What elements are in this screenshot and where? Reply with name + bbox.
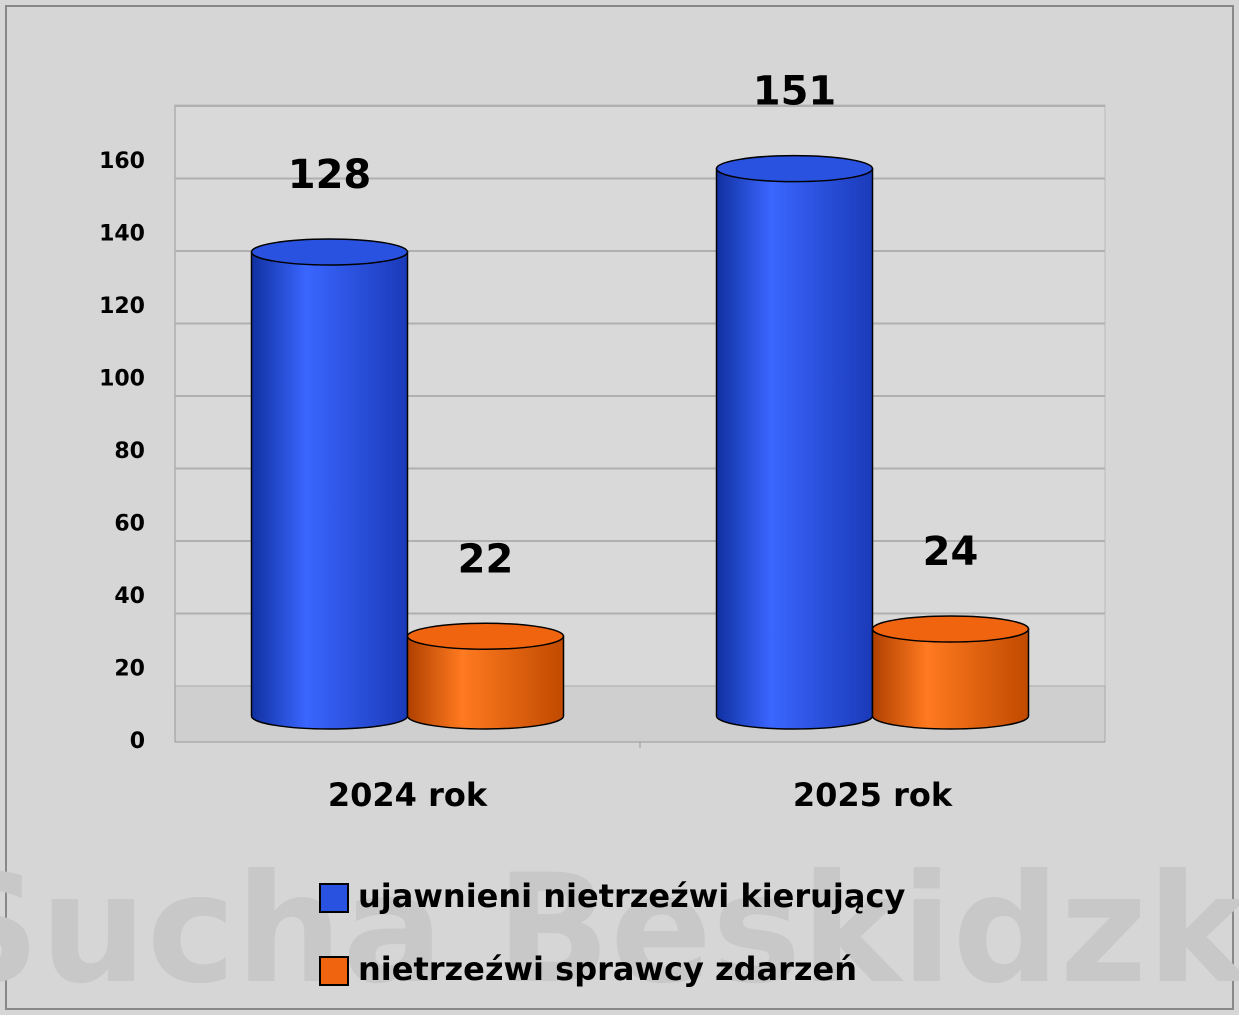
y-tick-label: 120 (99, 294, 145, 319)
value-label: 22 (458, 536, 514, 582)
legend-label: nietrzeźwi sprawcy zdarzeń (358, 950, 857, 988)
bar (408, 636, 564, 729)
x-tick-label: 2024 rok (328, 776, 488, 814)
y-tick-label: 40 (114, 584, 145, 609)
bar-top (252, 239, 408, 265)
bar-top (408, 623, 564, 649)
legend-swatch (320, 884, 348, 912)
y-tick-label: 0 (130, 729, 145, 754)
bar (873, 629, 1029, 729)
bar (252, 252, 408, 729)
watermark: Sucha Beskidzka (0, 843, 1239, 1015)
y-tick-label: 100 (99, 367, 145, 392)
bar-top (873, 616, 1029, 642)
y-tick-label: 20 (114, 657, 145, 682)
legend-swatch (320, 957, 348, 985)
chart: Sucha Beskidzka 0 20 40 60 80 100 120 140 160 202… (0, 0, 1239, 1015)
value-label: 151 (753, 69, 837, 115)
y-tick-label: 60 (114, 512, 145, 537)
y-tick-label: 80 (114, 439, 145, 464)
bar-top (717, 156, 873, 182)
value-label: 128 (288, 152, 372, 198)
value-label: 24 (923, 529, 979, 575)
y-tick-label: 140 (99, 222, 145, 247)
legend-label: ujawnieni nietrzeźwi kierujący (358, 877, 905, 915)
bar (717, 169, 873, 729)
y-tick-label: 160 (99, 149, 145, 174)
x-tick-label: 2025 rok (793, 776, 953, 814)
